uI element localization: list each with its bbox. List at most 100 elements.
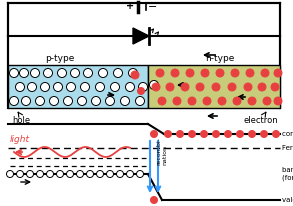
Circle shape [120, 96, 130, 105]
Circle shape [151, 197, 158, 204]
Polygon shape [133, 28, 149, 44]
Circle shape [47, 171, 54, 178]
Circle shape [57, 171, 64, 178]
Circle shape [131, 71, 139, 79]
Circle shape [166, 83, 174, 91]
Circle shape [171, 69, 179, 77]
Circle shape [158, 97, 166, 105]
Circle shape [151, 130, 158, 137]
Circle shape [84, 69, 93, 77]
Text: hole: hole [12, 116, 30, 125]
Circle shape [16, 82, 25, 91]
Circle shape [105, 96, 115, 105]
Bar [8, 65, 148, 108]
Bar [148, 65, 280, 108]
Circle shape [20, 69, 28, 77]
Circle shape [261, 69, 269, 77]
Circle shape [86, 171, 93, 178]
Circle shape [228, 83, 236, 91]
Circle shape [200, 130, 207, 137]
Circle shape [81, 82, 89, 91]
Circle shape [244, 83, 252, 91]
Circle shape [30, 69, 40, 77]
Circle shape [35, 96, 45, 105]
Circle shape [258, 83, 266, 91]
Circle shape [106, 171, 113, 178]
Circle shape [64, 96, 72, 105]
Circle shape [224, 130, 231, 137]
Text: conduction banc: conduction banc [282, 131, 293, 137]
Circle shape [137, 88, 144, 95]
Circle shape [16, 171, 23, 178]
Circle shape [137, 171, 144, 178]
Circle shape [9, 96, 18, 105]
Circle shape [248, 97, 256, 105]
Circle shape [152, 83, 160, 91]
Circle shape [164, 130, 171, 137]
Circle shape [201, 69, 209, 77]
Text: valence band: valence band [282, 197, 293, 203]
Circle shape [78, 96, 86, 105]
Circle shape [91, 96, 100, 105]
Circle shape [212, 83, 220, 91]
Circle shape [260, 130, 268, 137]
Circle shape [231, 69, 239, 77]
Circle shape [96, 171, 103, 178]
Circle shape [188, 97, 196, 105]
Circle shape [203, 97, 211, 105]
Circle shape [57, 69, 67, 77]
Circle shape [98, 69, 108, 77]
Circle shape [188, 130, 195, 137]
Text: n-type: n-type [205, 54, 235, 62]
Text: p-type: p-type [45, 54, 75, 62]
Circle shape [196, 83, 204, 91]
Circle shape [156, 69, 164, 77]
Circle shape [71, 69, 79, 77]
Circle shape [246, 69, 254, 77]
Circle shape [248, 130, 255, 137]
Circle shape [67, 82, 76, 91]
Text: light: light [10, 136, 30, 144]
Circle shape [37, 171, 43, 178]
Circle shape [271, 83, 279, 91]
Circle shape [54, 82, 62, 91]
Circle shape [149, 81, 159, 89]
Circle shape [50, 96, 59, 105]
Circle shape [216, 69, 224, 77]
Text: electron: electron [243, 116, 278, 125]
Circle shape [21, 96, 30, 105]
Text: +: + [126, 1, 134, 11]
Text: −: − [148, 2, 158, 12]
Circle shape [9, 69, 18, 77]
Circle shape [26, 171, 33, 178]
Circle shape [236, 130, 243, 137]
Circle shape [212, 130, 219, 137]
Text: recombi-
nation: recombi- nation [156, 137, 167, 165]
Circle shape [117, 171, 124, 178]
Circle shape [274, 69, 282, 77]
Circle shape [125, 82, 134, 91]
Circle shape [181, 83, 189, 91]
Circle shape [43, 69, 52, 77]
Circle shape [40, 82, 50, 91]
Circle shape [76, 171, 84, 178]
Circle shape [6, 171, 13, 178]
Circle shape [113, 69, 122, 77]
Text: band gap
(forbidden band): band gap (forbidden band) [282, 167, 293, 181]
Circle shape [272, 130, 280, 137]
Circle shape [28, 82, 37, 91]
Circle shape [176, 130, 183, 137]
Circle shape [263, 97, 271, 105]
Circle shape [135, 96, 144, 105]
Circle shape [173, 97, 181, 105]
Circle shape [110, 82, 120, 91]
Circle shape [96, 82, 105, 91]
Circle shape [67, 171, 74, 178]
Circle shape [139, 82, 147, 91]
Circle shape [274, 97, 282, 105]
Circle shape [186, 69, 194, 77]
Circle shape [233, 97, 241, 105]
Circle shape [127, 171, 134, 178]
Text: Fermi level: Fermi level [282, 145, 293, 151]
Circle shape [129, 69, 137, 77]
